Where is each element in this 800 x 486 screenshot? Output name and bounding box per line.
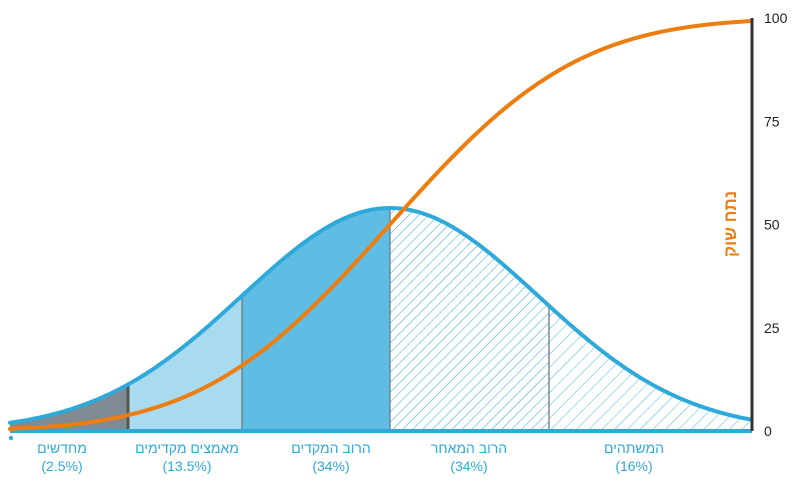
segment-name-label: הרוב המאחר: [431, 440, 507, 456]
segment-percent-label: (2.5%): [41, 458, 82, 474]
segment-name-label: מחדשים: [37, 440, 87, 456]
cumulative-curve: [8, 19, 752, 431]
bell-curve: [8, 206, 752, 425]
chart-lines: [8, 19, 752, 433]
y-tick-label: 100: [764, 10, 788, 26]
segment-name-label: הרוב המקדים: [291, 440, 370, 456]
y-tick-label: 0: [764, 423, 772, 439]
segment-percent-label: (34%): [312, 458, 349, 474]
y-tick-label: 75: [764, 113, 780, 129]
y-tick-label: 25: [764, 320, 780, 336]
segment-area-2: [128, 295, 242, 431]
y-axis: 0 25 50 75 100 נתח שוק: [721, 10, 788, 439]
segment-fills: [10, 208, 750, 431]
segment-area-4: [390, 208, 549, 431]
segment-percent-label: (16%): [615, 458, 652, 474]
segment-percent-label: (13.5%): [162, 458, 211, 474]
segment-name-label: המשתהים: [604, 440, 664, 456]
segment-area-5: [549, 305, 750, 431]
origin-dot: [8, 435, 14, 441]
segment-name-label: מאמצים מקדימים: [135, 440, 239, 456]
segment-area-3: [242, 208, 390, 431]
segment-labels: מחדשים (2.5%) מאמצים מקדימים (13.5%) הרוב המ…: [8, 435, 664, 474]
y-tick-label: 50: [764, 217, 780, 233]
y-axis-label: נתח שוק: [721, 191, 740, 257]
segment-percent-label: (34%): [450, 458, 487, 474]
